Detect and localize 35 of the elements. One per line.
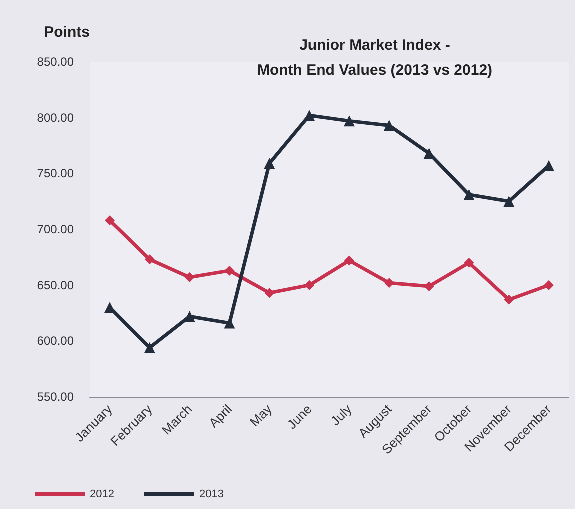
legend-label: 2013	[199, 488, 224, 500]
point	[504, 196, 515, 208]
point	[184, 272, 195, 283]
y-tick-label: 700.00	[37, 222, 74, 236]
point	[464, 189, 475, 200]
point	[104, 216, 115, 226]
y-axis-title: Points	[44, 24, 90, 41]
y-tick-label: 600.00	[37, 334, 74, 348]
point	[424, 281, 434, 292]
point	[264, 158, 276, 170]
point	[544, 280, 554, 290]
x-tick-label: July	[328, 401, 356, 429]
point	[144, 342, 156, 354]
point	[304, 280, 315, 290]
y-tick-label: 800.00	[37, 110, 74, 125]
y-tick-label: 850.00	[37, 55, 74, 69]
chart-title: Junior Market Index - Month End Values (2013 vs 2012)	[257, 37, 493, 79]
point	[264, 288, 275, 298]
point	[224, 266, 235, 276]
y-tick-label: 750.00	[37, 166, 74, 181]
y-tick-label: 650.00	[37, 278, 74, 292]
x-tick-label: May	[246, 401, 276, 430]
point	[224, 318, 236, 329]
point	[344, 256, 354, 266]
point	[144, 254, 155, 265]
point	[304, 110, 316, 122]
point	[464, 258, 474, 268]
point	[504, 294, 514, 305]
point	[344, 116, 355, 127]
point	[544, 160, 555, 172]
point	[384, 120, 395, 132]
y-tick-label: 550.00	[37, 390, 74, 404]
point	[384, 278, 394, 288]
legend-label: 2012	[90, 488, 114, 500]
point	[184, 311, 196, 322]
